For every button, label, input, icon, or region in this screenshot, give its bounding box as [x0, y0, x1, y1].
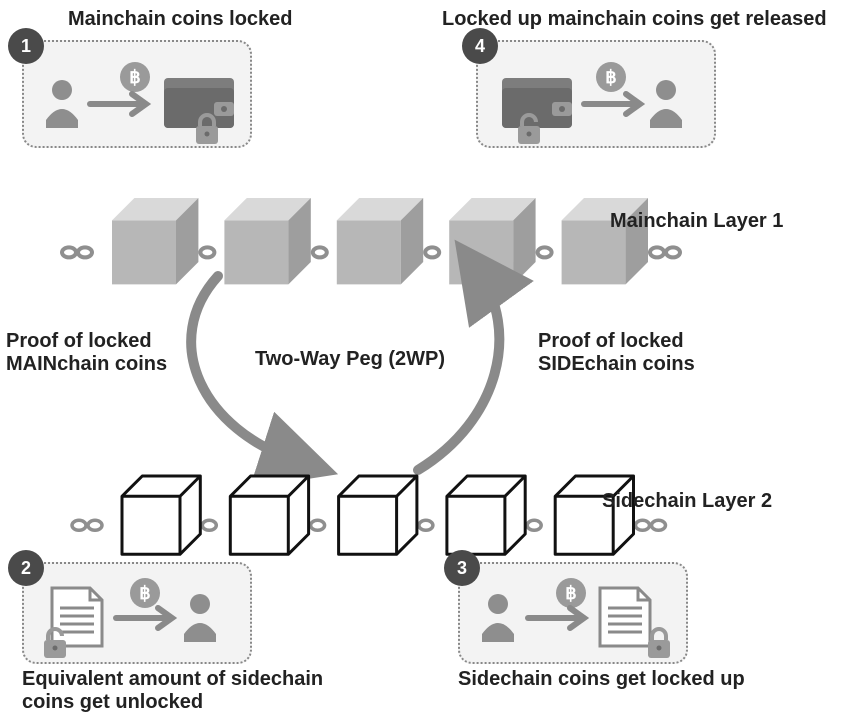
proof-right: Proof of locked SIDEchain coins [538, 330, 695, 376]
sidechain-block [339, 476, 417, 554]
badge-3: 3 [444, 550, 480, 586]
diagram-root: { "colors": { "text": "#222222", "panel_… [0, 0, 864, 714]
center-label: Two-Way Peg (2WP) [255, 348, 445, 371]
sidechain-block [230, 476, 308, 554]
panel-step3: ฿ [458, 562, 688, 664]
panel-step2: ฿ [22, 562, 252, 664]
badge-2-num: 2 [21, 558, 31, 579]
sidechain-label: Sidechain Layer 2 [602, 490, 772, 513]
step3-title: Sidechain coins get locked up [458, 668, 745, 691]
panel2-contents: ฿ [24, 564, 254, 666]
sidechain-block [555, 476, 633, 554]
proof-left: Proof of locked MAINchain coins [6, 330, 167, 376]
svg-text:฿: ฿ [139, 583, 150, 603]
badge-3-num: 3 [457, 558, 467, 579]
panel3-contents: ฿ [460, 564, 690, 666]
svg-text:฿: ฿ [565, 583, 576, 603]
badge-2: 2 [8, 550, 44, 586]
sidechain-block [122, 476, 200, 554]
sidechain-block [447, 476, 525, 554]
sidechain-row [0, 458, 864, 568]
step2-title: Equivalent amount of sidechain coins get… [22, 668, 323, 714]
